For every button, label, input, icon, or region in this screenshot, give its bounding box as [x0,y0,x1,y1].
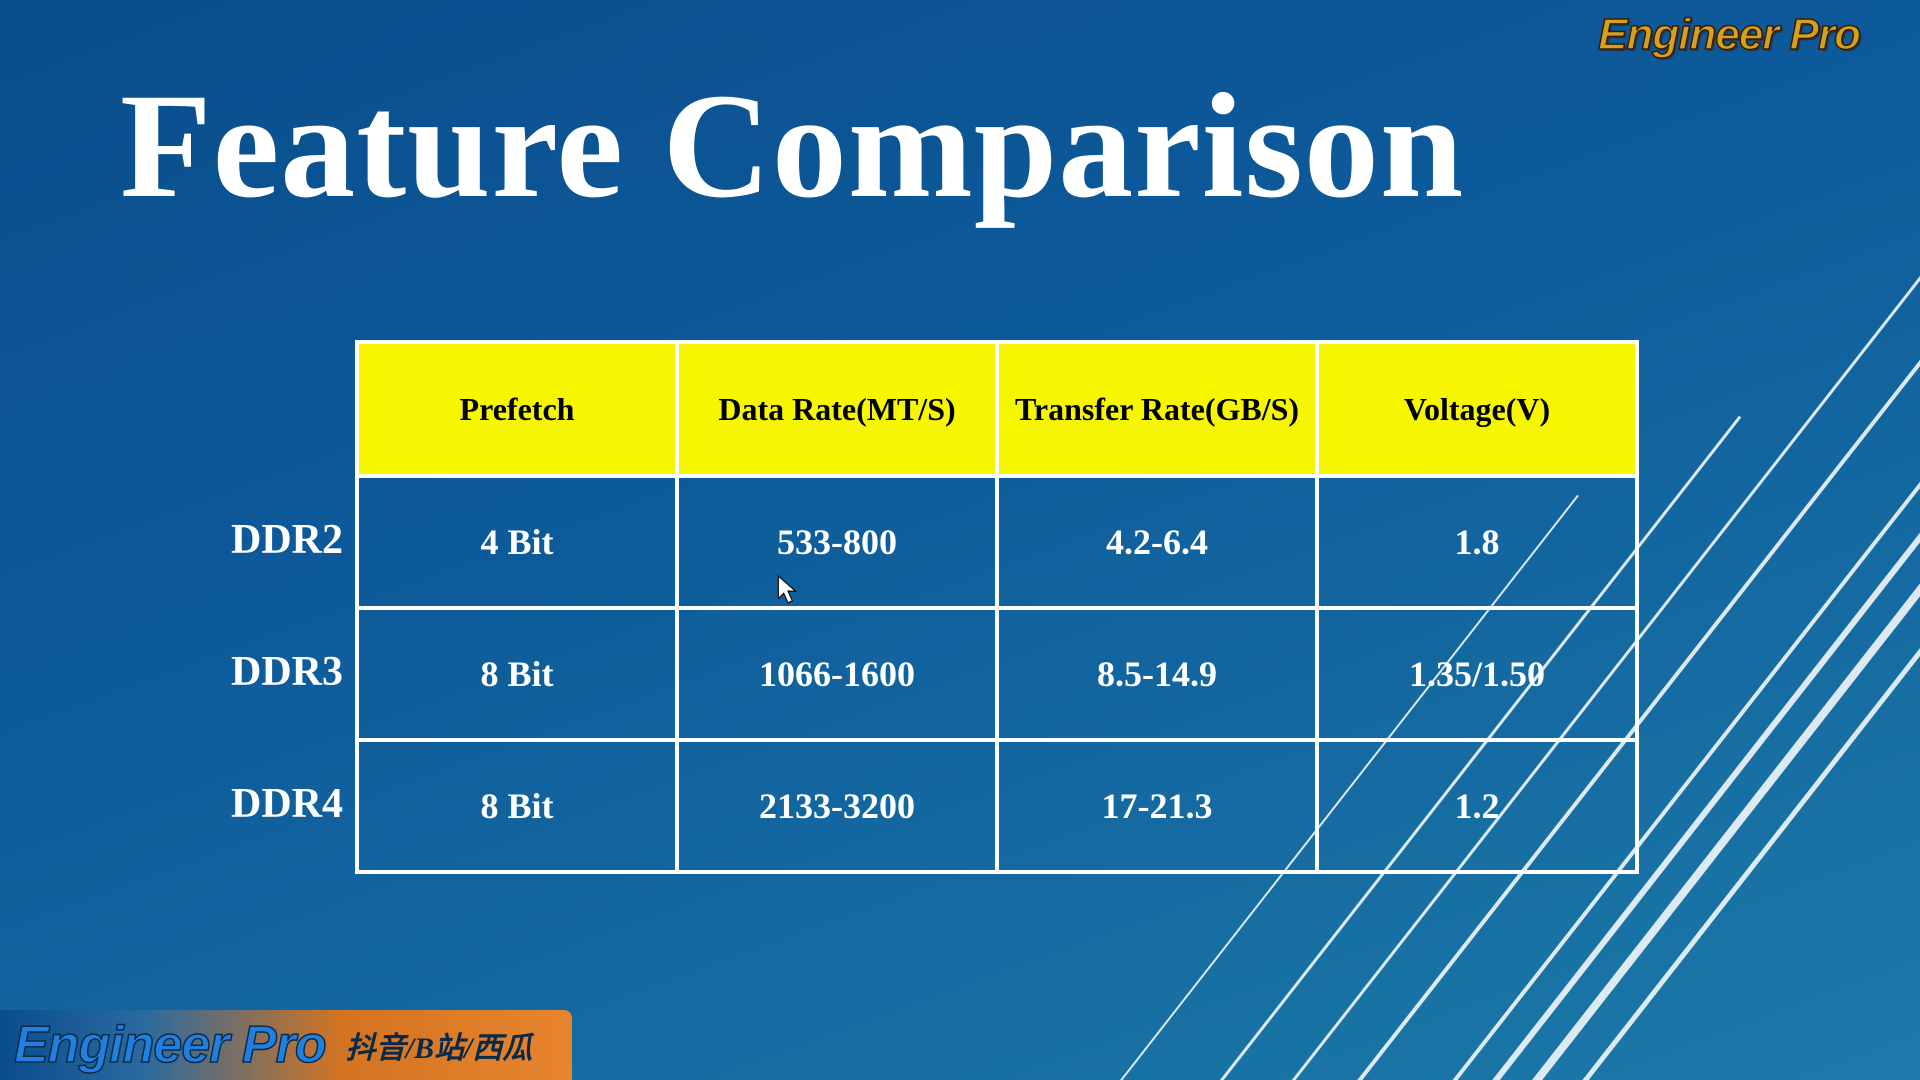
cell-ddr4-transfer-rate: 17-21.3 [997,740,1317,872]
col-header-voltage: Voltage(V) [1317,342,1637,476]
brand-banner: Engineer Pro 抖音/B站/西瓜 [0,1010,572,1080]
row-label-spacer [185,340,355,474]
col-header-data-rate: Data Rate(MT/S) [677,342,997,476]
row-label-ddr4: DDR4 [185,738,355,870]
cell-ddr2-transfer-rate: 4.2-6.4 [997,476,1317,608]
cell-ddr2-data-rate: 533-800 [677,476,997,608]
comparison-table-area: DDR2 DDR3 DDR4 Prefetch Data Rate(MT/S) … [185,340,1639,874]
cell-ddr3-voltage: 1.35/1.50 [1317,608,1637,740]
cell-ddr3-transfer-rate: 8.5-14.9 [997,608,1317,740]
table-header-row: Prefetch Data Rate(MT/S) Transfer Rate(G… [357,342,1637,476]
row-label-ddr2: DDR2 [185,474,355,606]
banner-brand: Engineer Pro [14,1015,326,1075]
cell-ddr2-prefetch: 4 Bit [357,476,677,608]
cell-ddr3-prefetch: 8 Bit [357,608,677,740]
cell-ddr2-voltage: 1.8 [1317,476,1637,608]
cell-ddr3-data-rate: 1066-1600 [677,608,997,740]
table-row: 8 Bit 2133-3200 17-21.3 1.2 [357,740,1637,872]
comparison-table: Prefetch Data Rate(MT/S) Transfer Rate(G… [355,340,1639,874]
banner-subtext: 抖音/B站/西瓜 [346,1023,533,1067]
cell-ddr4-voltage: 1.2 [1317,740,1637,872]
table-row: 4 Bit 533-800 4.2-6.4 1.8 [357,476,1637,608]
row-labels-column: DDR2 DDR3 DDR4 [185,340,355,874]
page-title: Feature Comparison [120,60,1464,232]
col-header-transfer-rate: Transfer Rate(GB/S) [997,342,1317,476]
col-header-prefetch: Prefetch [357,342,677,476]
logo-top-right: Engineer Pro [1598,10,1860,60]
cell-ddr4-data-rate: 2133-3200 [677,740,997,872]
cell-ddr4-prefetch: 8 Bit [357,740,677,872]
table-row: 8 Bit 1066-1600 8.5-14.9 1.35/1.50 [357,608,1637,740]
row-label-ddr3: DDR3 [185,606,355,738]
